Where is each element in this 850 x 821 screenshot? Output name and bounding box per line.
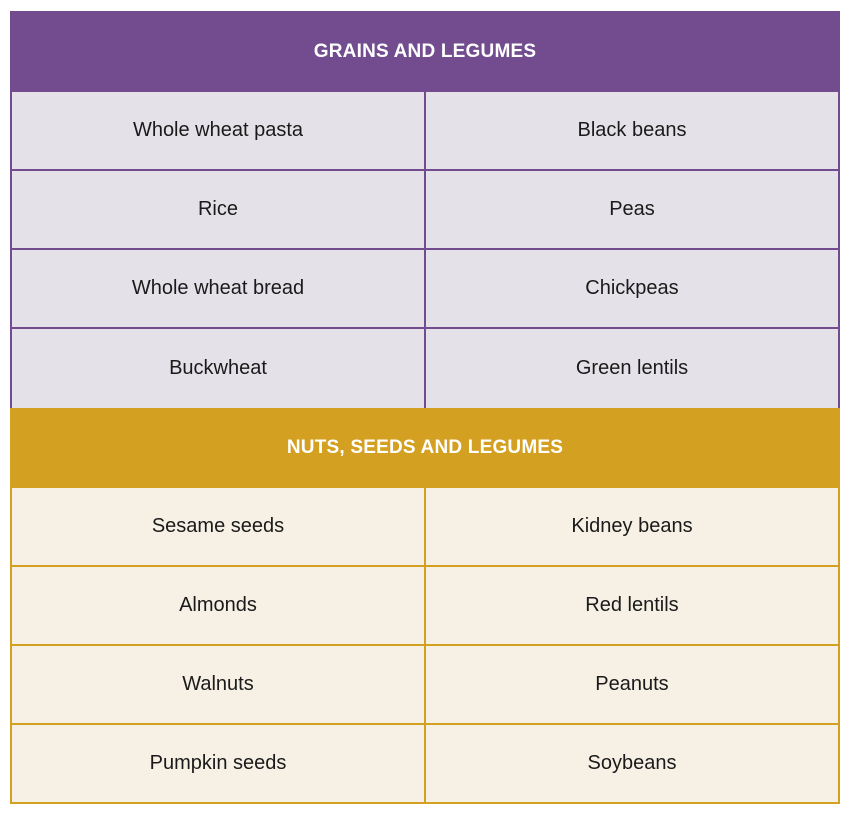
table-cell: Red lentils xyxy=(424,567,838,644)
section-nuts-seeds-legumes: NUTS, SEEDS AND LEGUMES Sesame seeds Kid… xyxy=(10,408,840,804)
table-cell: Walnuts xyxy=(182,673,254,695)
table-cell: Kidney beans xyxy=(424,488,838,565)
table-cell: Almonds xyxy=(179,594,257,616)
table-row: Pumpkin seeds Soybeans xyxy=(10,725,840,804)
section-grains-legumes: GRAINS AND LEGUMES Whole wheat pasta Bla… xyxy=(10,11,840,408)
table-cell: Chickpeas xyxy=(424,250,838,327)
table-row: Buckwheat Green lentils xyxy=(10,329,840,408)
table-row: Whole wheat pasta Black beans xyxy=(10,92,840,171)
table-row: Walnuts Peanuts xyxy=(10,646,840,725)
table-cell: Green lentils xyxy=(424,329,838,408)
table-cell: Peanuts xyxy=(424,646,838,723)
table-cell: Black beans xyxy=(424,92,838,169)
table-row: Whole wheat bread Chickpeas xyxy=(10,250,840,329)
table-row: Almonds Red lentils xyxy=(10,567,840,646)
table-cell: Soybeans xyxy=(424,725,838,802)
table-cell: Peas xyxy=(424,171,838,248)
section-header: GRAINS AND LEGUMES xyxy=(10,11,840,92)
table-row: Sesame seeds Kidney beans xyxy=(10,488,840,567)
section-header: NUTS, SEEDS AND LEGUMES xyxy=(10,408,840,488)
food-table: GRAINS AND LEGUMES Whole wheat pasta Bla… xyxy=(10,11,840,804)
table-cell: Pumpkin seeds xyxy=(149,752,287,774)
table-row: Rice Peas xyxy=(10,171,840,250)
table-cell: Buckwheat xyxy=(169,357,267,379)
table-cell: Whole wheat pasta xyxy=(132,119,304,141)
table-cell: Whole wheat bread xyxy=(131,277,305,299)
table-cell: Sesame seeds xyxy=(151,515,285,537)
table-cell: Rice xyxy=(197,198,238,220)
